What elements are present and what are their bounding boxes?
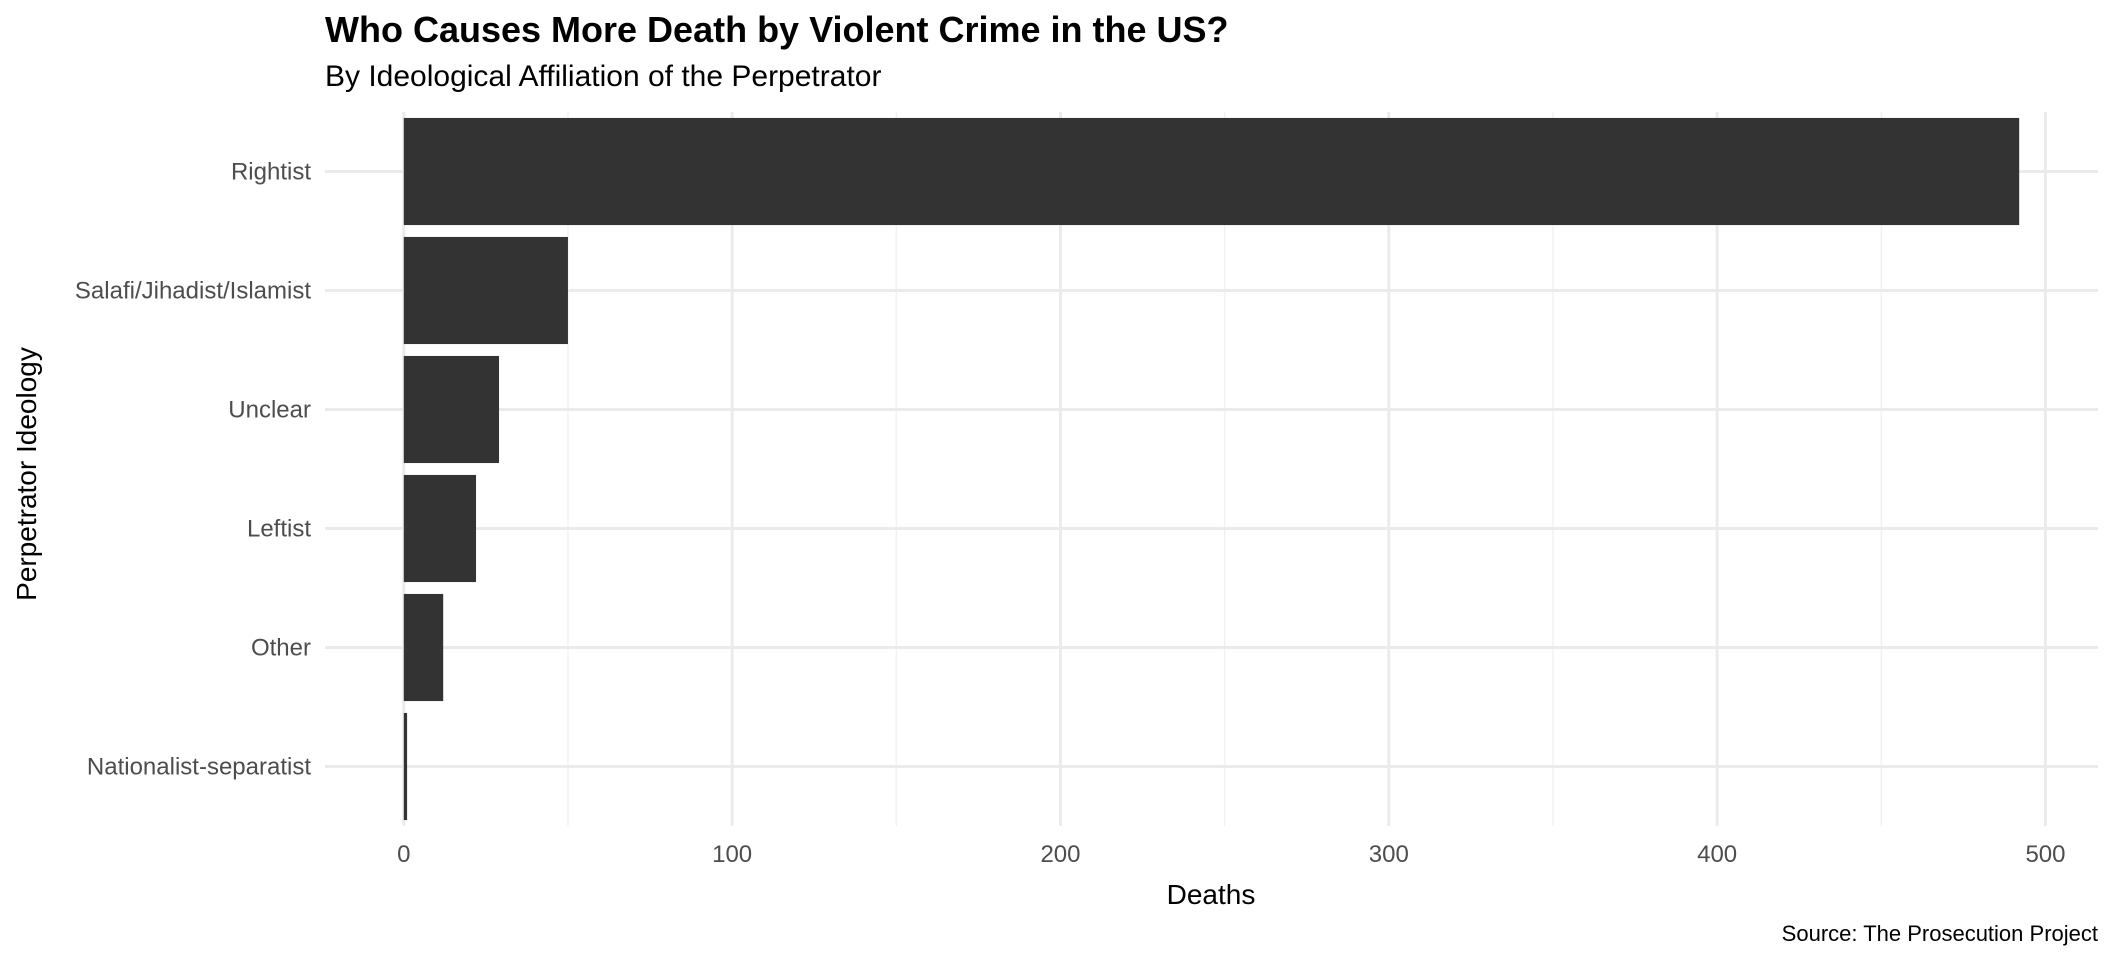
x-tick-label: 300 [1369,841,1409,868]
y-axis-title: Perpetrator Ideology [11,347,42,601]
x-axis-title: Deaths [1167,879,1256,910]
bar-nationalist-separatist [403,712,408,821]
bar-leftist [403,474,477,583]
bar-unclear [403,355,500,464]
chart-caption: Source: The Prosecution Project [1782,921,2098,946]
y-tick-label: Other [251,635,311,662]
x-tick-label: 500 [2025,841,2065,868]
y-tick-label: Leftist [247,516,311,543]
x-axis-tick-labels: 0 100 200 300 400 500 [397,841,2065,868]
y-tick-label: Salafi/Jihadist/Islamist [75,278,311,305]
grid [325,112,2098,826]
chart-subtitle: By Ideological Affiliation of the Perpet… [325,60,881,93]
x-tick-label: 100 [712,841,752,868]
y-axis-tick-labels: Rightist Salafi/Jihadist/Islamist Unclear L… [75,159,311,781]
y-tick-label: Nationalist-separatist [87,754,311,781]
bar-rightist [403,117,2020,226]
bar-salafi-jihadist-islamist [403,236,568,345]
chart-title: Who Causes More Death by Violent Crime i… [325,9,1228,50]
bar-other [403,593,444,702]
y-tick-label: Rightist [231,159,311,186]
x-tick-label: 200 [1040,841,1080,868]
x-tick-label: 400 [1697,841,1737,868]
y-tick-label: Unclear [228,397,311,424]
bars [403,117,2020,821]
x-tick-label: 0 [397,841,410,868]
